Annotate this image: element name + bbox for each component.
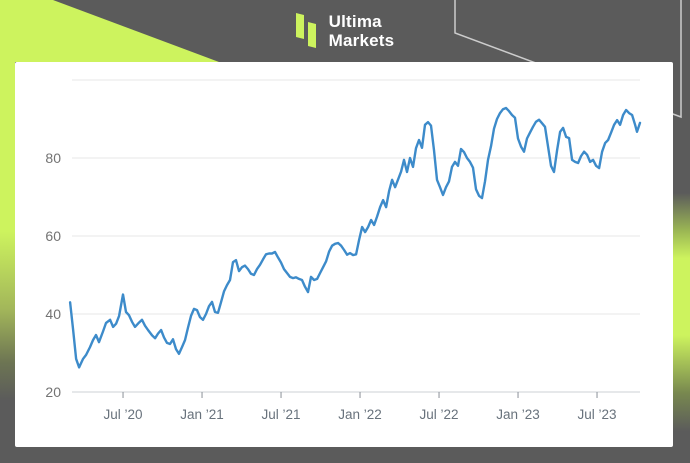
brand-name: Ultima Markets [329, 12, 395, 50]
svg-text:Jan ’22: Jan ’22 [338, 407, 382, 422]
svg-text:Jul ’23: Jul ’23 [578, 407, 617, 422]
svg-text:Jul ’20: Jul ’20 [104, 407, 143, 422]
svg-text:80: 80 [45, 150, 61, 166]
brand-line-1: Ultima [328, 12, 382, 31]
svg-text:40: 40 [45, 306, 61, 322]
price-line-chart: Jul ’20 Jan ’21 Jul ’21 Jan ’22 Jul ’22 Jan ’… [45, 79, 642, 422]
lime-strip-right [673, 62, 690, 447]
svg-text:Jul ’21: Jul ’21 [262, 407, 301, 422]
logo-icon [295, 12, 318, 50]
svg-text:60: 60 [45, 228, 61, 244]
svg-text:20: 20 [45, 384, 61, 400]
chart-panel: Jul ’20 Jan ’21 Jul ’21 Jan ’22 Jul ’22 Jan ’… [15, 62, 673, 447]
lime-strip-left [0, 62, 15, 447]
header: Ultima Markets [0, 0, 690, 62]
logo-bar-left [295, 13, 304, 39]
ultima-markets-logo: Ultima Markets [295, 12, 395, 50]
svg-text:Jan ’23: Jan ’23 [496, 407, 540, 422]
brand-line-2: Markets [328, 31, 395, 50]
svg-text:Jul ’22: Jul ’22 [420, 407, 459, 422]
svg-text:Jan ’21: Jan ’21 [180, 407, 224, 422]
logo-bar-right [307, 22, 316, 48]
